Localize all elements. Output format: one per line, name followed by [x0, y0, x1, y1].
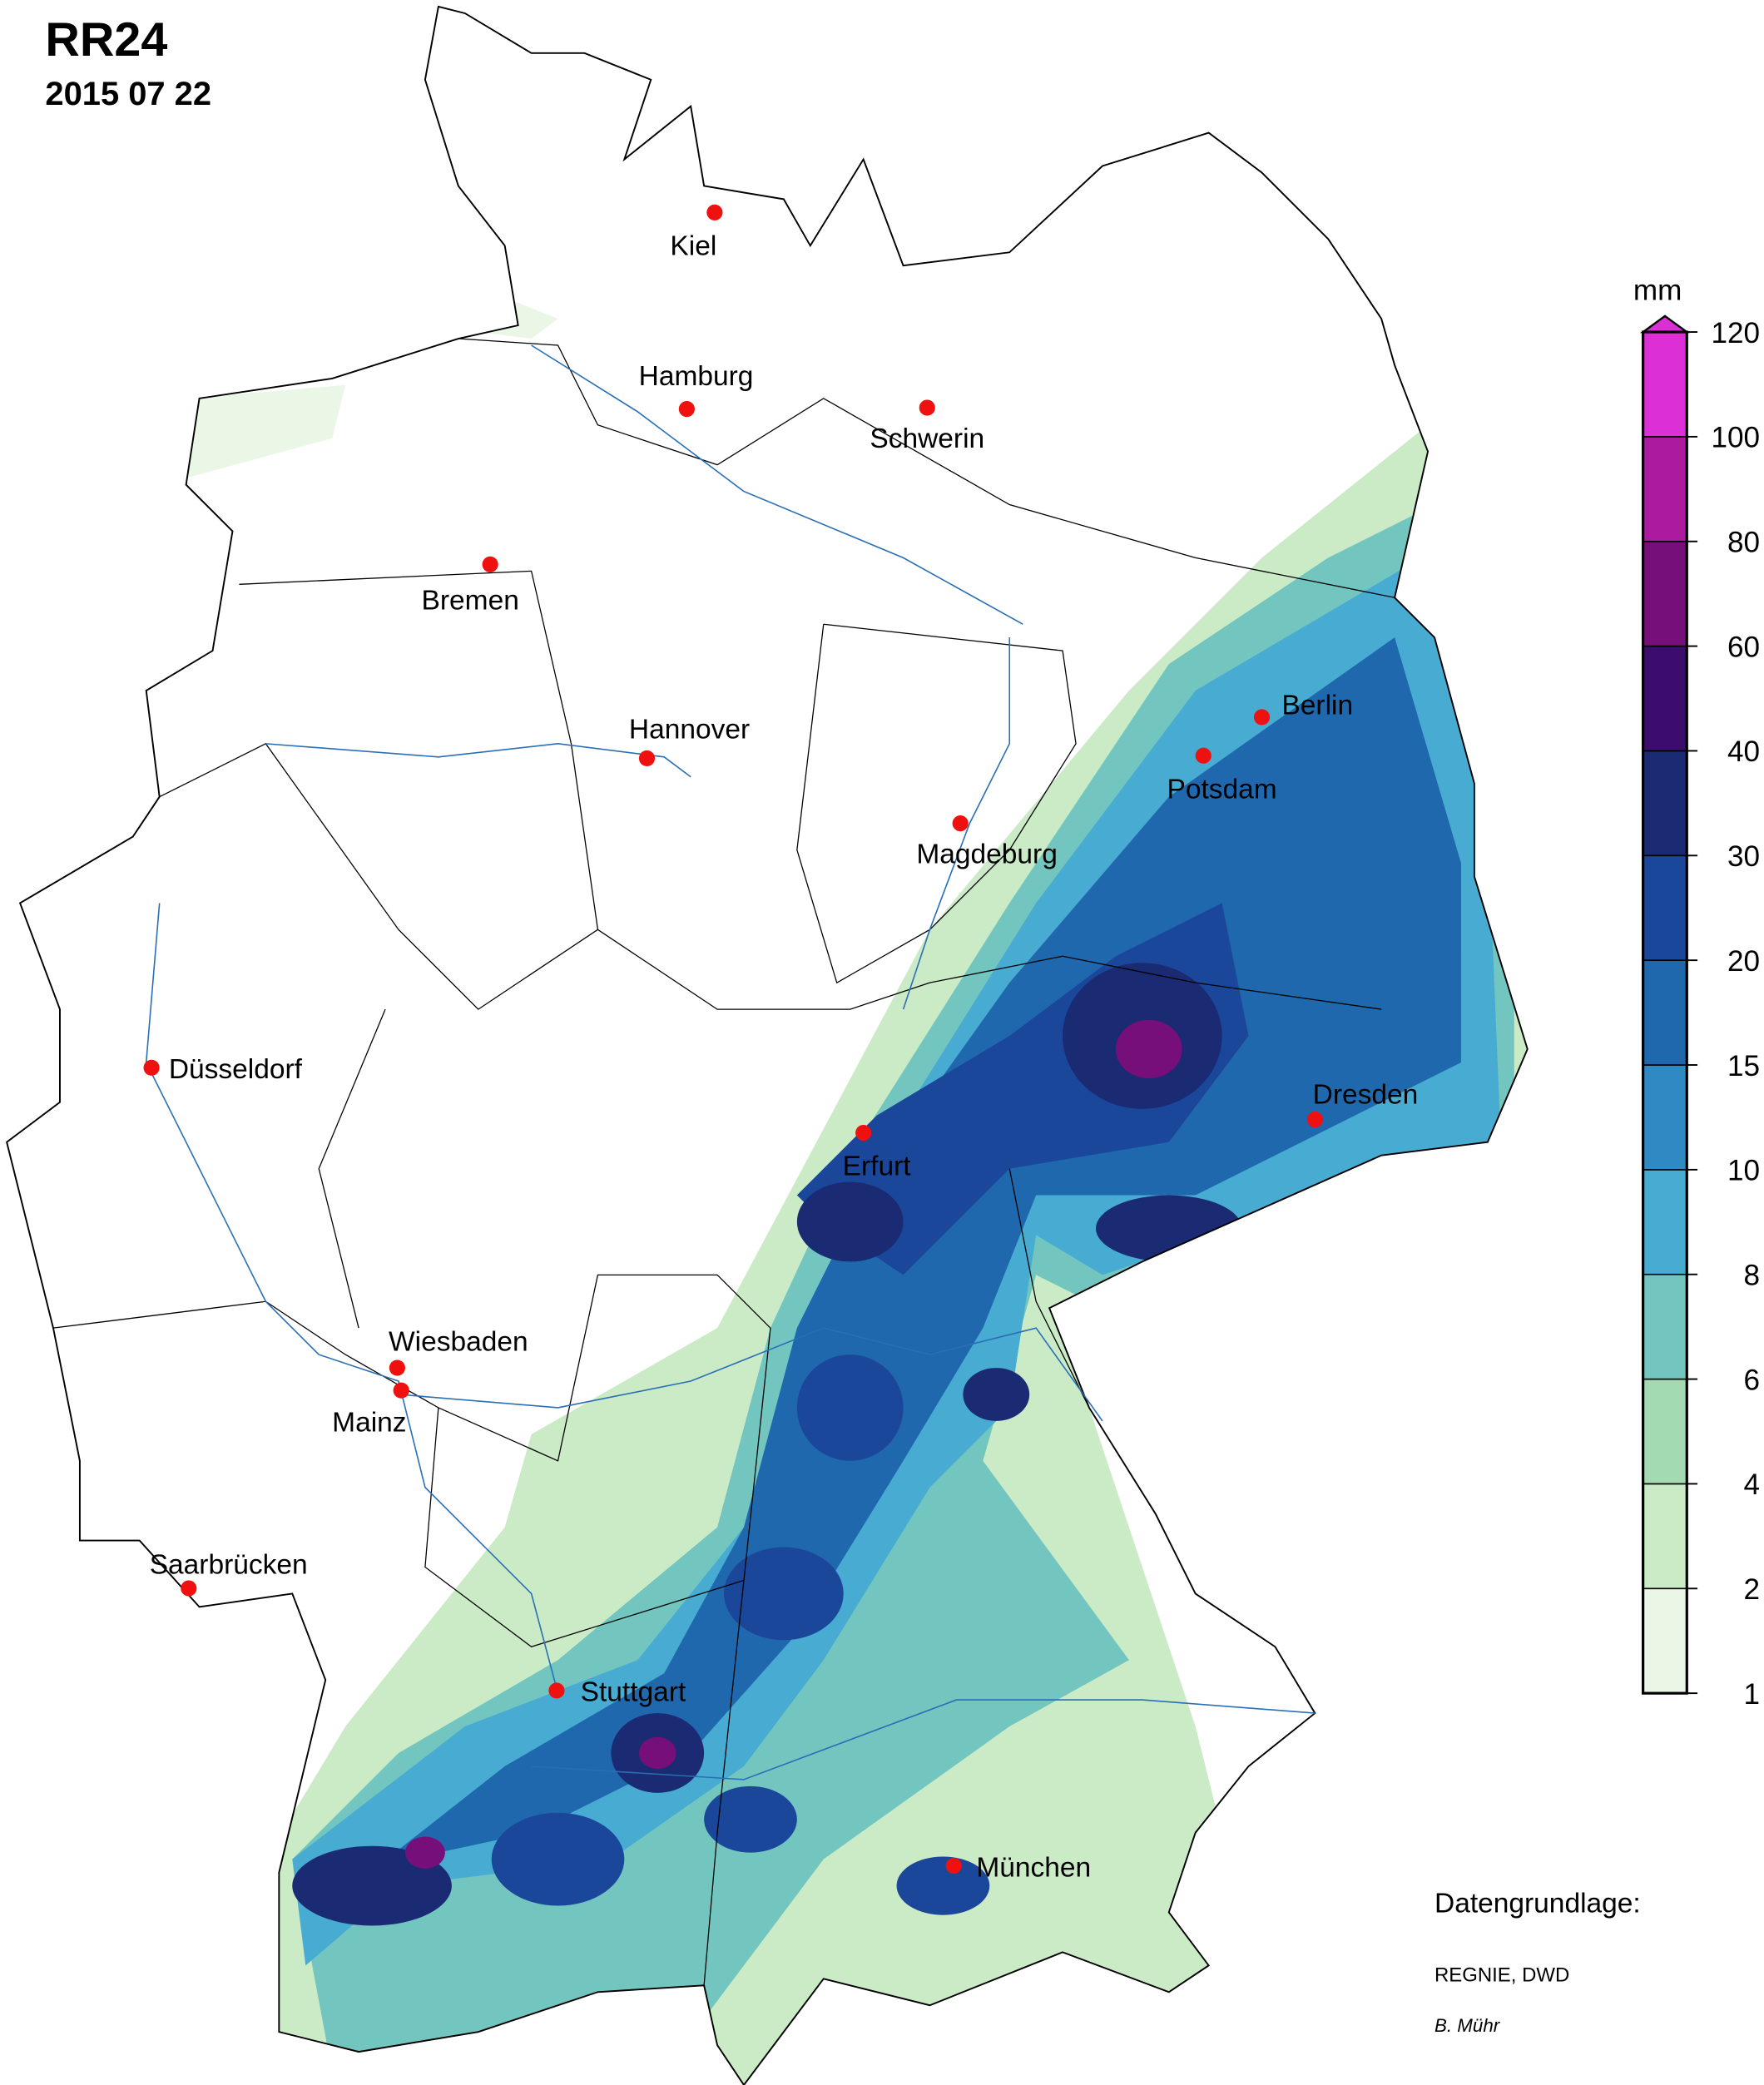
rain-cell	[1095, 1195, 1242, 1262]
rain-cell	[896, 1856, 990, 1915]
city-label: Schwerin	[870, 423, 984, 454]
legend-band	[1642, 1064, 1688, 1171]
city-marker	[143, 1059, 160, 1076]
credit-source: REGNIE, DWD	[1434, 1964, 1569, 1986]
credit-heading: Datengrundlage:	[1434, 1888, 1641, 1919]
city-label: Dresden	[1313, 1079, 1419, 1110]
city-marker	[389, 1359, 405, 1376]
rivers	[145, 344, 1316, 1780]
legend-tick-label: 100	[1711, 422, 1760, 454]
legend-band	[1642, 645, 1688, 752]
city-marker	[1253, 709, 1271, 726]
legend-frame	[1642, 330, 1688, 1695]
legend-band	[1642, 1378, 1688, 1485]
rain-cell	[796, 1355, 904, 1461]
city-label: Hannover	[629, 714, 750, 745]
city-label: München	[976, 1852, 1091, 1883]
legend-tick-label: 60	[1727, 631, 1760, 663]
rain-cell	[404, 1836, 445, 1869]
legend-band	[1642, 750, 1688, 857]
city-marker	[638, 750, 656, 766]
rain-cell	[704, 1785, 797, 1853]
city-marker	[945, 1858, 962, 1875]
city-label: Düsseldorf	[169, 1054, 303, 1085]
map-date: 2015 07 22	[45, 76, 211, 112]
legend-tick-label: 2	[1744, 1573, 1761, 1606]
city-marker	[952, 815, 969, 832]
legend-tick-label: 30	[1727, 840, 1760, 873]
rain-cell	[796, 1181, 904, 1262]
legend-tick-label: 6	[1744, 1364, 1761, 1396]
legend-band	[1642, 854, 1688, 961]
city-label: Stuttgart	[581, 1677, 686, 1708]
legend-band	[1642, 959, 1688, 1066]
legend-tick-label: 1	[1744, 1678, 1761, 1711]
legend-tick-label: 10	[1727, 1155, 1760, 1187]
city-marker	[919, 399, 935, 416]
city-label: Berlin	[1281, 691, 1353, 721]
legend-tick-label: 20	[1727, 945, 1760, 978]
city-marker	[1195, 747, 1212, 764]
rain-cell	[1115, 1019, 1182, 1079]
city-label: Mainz	[332, 1408, 406, 1439]
city-marker	[1306, 1112, 1323, 1128]
city-label: Magdeburg	[916, 839, 1057, 870]
city-label: Kiel	[670, 230, 716, 261]
city-marker	[548, 1682, 565, 1699]
city-marker	[855, 1124, 872, 1142]
city-label: Bremen	[422, 586, 519, 617]
legend-tick-label: 120	[1711, 317, 1760, 349]
legend-band	[1642, 1169, 1688, 1275]
legend-tick-label: 4	[1744, 1468, 1761, 1501]
legend-band	[1642, 1483, 1688, 1590]
legend-tick-label: 15	[1727, 1050, 1760, 1082]
color-legend: mm 1 2 4 6 8 10 15 20 30 40 60 80 100 120	[1633, 275, 1760, 1711]
legend-unit: mm	[1633, 275, 1682, 307]
city-marker	[678, 401, 695, 418]
state-borders	[52, 338, 1395, 1986]
rain-cell	[816, 2005, 950, 2059]
map-title: RR24	[45, 13, 167, 67]
precipitation-field	[186, 292, 1528, 2085]
legend-band	[1642, 436, 1688, 542]
legend-band	[1642, 331, 1688, 438]
city-marker	[181, 1580, 197, 1597]
country-border	[6, 5, 1529, 2085]
legend-tick-label: 8	[1744, 1259, 1761, 1291]
legend-band	[1642, 1273, 1688, 1380]
city-label: Wiesbaden	[389, 1326, 528, 1357]
city-marker	[482, 556, 498, 572]
cities: Kiel Hamburg Schwerin Bremen Hannover Ma…	[143, 204, 1419, 1883]
legend-band	[1642, 540, 1688, 647]
legend-band	[1642, 1587, 1688, 1694]
legend-tick-label: 40	[1727, 735, 1760, 768]
legend-arrow	[1639, 314, 1690, 334]
rain-cell	[491, 1812, 625, 1906]
city-label: Saarbrücken	[150, 1549, 308, 1580]
rain-cell	[638, 1736, 676, 1770]
credit-author: B. Mühr	[1434, 2015, 1501, 2036]
rain-cell	[292, 1845, 452, 1926]
city-marker	[706, 204, 723, 220]
city-label: Erfurt	[843, 1151, 912, 1182]
rain-cell	[963, 1368, 1030, 1421]
city-label: Hamburg	[639, 361, 754, 392]
legend-tick-label: 80	[1727, 527, 1760, 559]
city-marker	[393, 1382, 409, 1399]
rain-cell	[724, 1547, 844, 1641]
rain-area	[186, 292, 558, 478]
city-label: Potsdam	[1167, 774, 1277, 805]
